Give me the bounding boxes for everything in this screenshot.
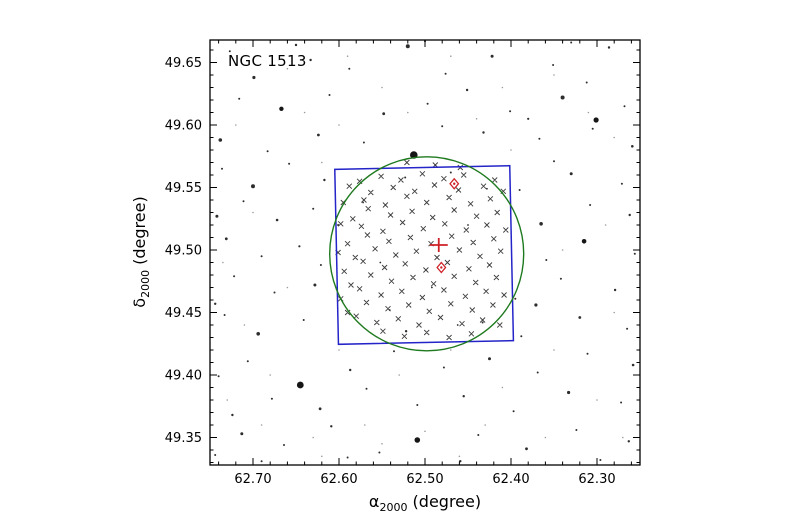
field-stars-layer: [214, 40, 636, 463]
y-tick-label: 49.65: [165, 56, 202, 71]
y-axis-label: δ2000 (degree): [130, 196, 152, 307]
x-axis-unit: (degree): [407, 492, 482, 511]
y-axis-unit: (degree): [129, 196, 149, 270]
x-axis-label: α2000 (degree): [210, 492, 640, 514]
faint-stars-layer: [222, 55, 624, 458]
survey-field-square: [334, 164, 515, 346]
y-tick-label: 49.45: [165, 306, 202, 321]
tick-labels: 62.70 62.60 62.50 62.40 62.30 49.65 49.60 49.55…: [165, 56, 616, 487]
y-tick-label: 49.55: [165, 181, 202, 196]
axis-ticks: [210, 40, 640, 465]
x-tick-label: 62.70: [234, 472, 271, 487]
diamond-marker: [449, 177, 460, 190]
member-star-cross-markers: [335, 159, 509, 341]
cluster-radius-circle: [329, 156, 525, 352]
y-axis-symbol: δ: [129, 297, 149, 308]
x-axis-subscript: 2000: [379, 501, 408, 515]
x-tick-label: 62.40: [492, 472, 529, 487]
y-tick-label: 49.60: [165, 119, 202, 134]
x-tick-label: 62.30: [578, 472, 615, 487]
x-axis-symbol: α: [368, 492, 380, 511]
y-tick-label: 49.50: [165, 244, 202, 259]
x-tick-label: 62.50: [406, 472, 443, 487]
plot-frame: [209, 39, 641, 466]
diamond-center-dot: [440, 266, 443, 269]
plot-title: NGC 1513: [228, 52, 307, 70]
diamond-center-dot: [453, 182, 456, 185]
y-axis-subscript: 2000: [139, 269, 153, 298]
y-tick-label: 49.40: [165, 369, 202, 384]
y-tick-label: 49.35: [165, 431, 202, 446]
flagged-star-diamonds: [436, 177, 460, 274]
x-tick-label: 62.60: [320, 472, 357, 487]
diamond-marker: [436, 261, 447, 274]
cluster-center-cross: [429, 238, 448, 252]
